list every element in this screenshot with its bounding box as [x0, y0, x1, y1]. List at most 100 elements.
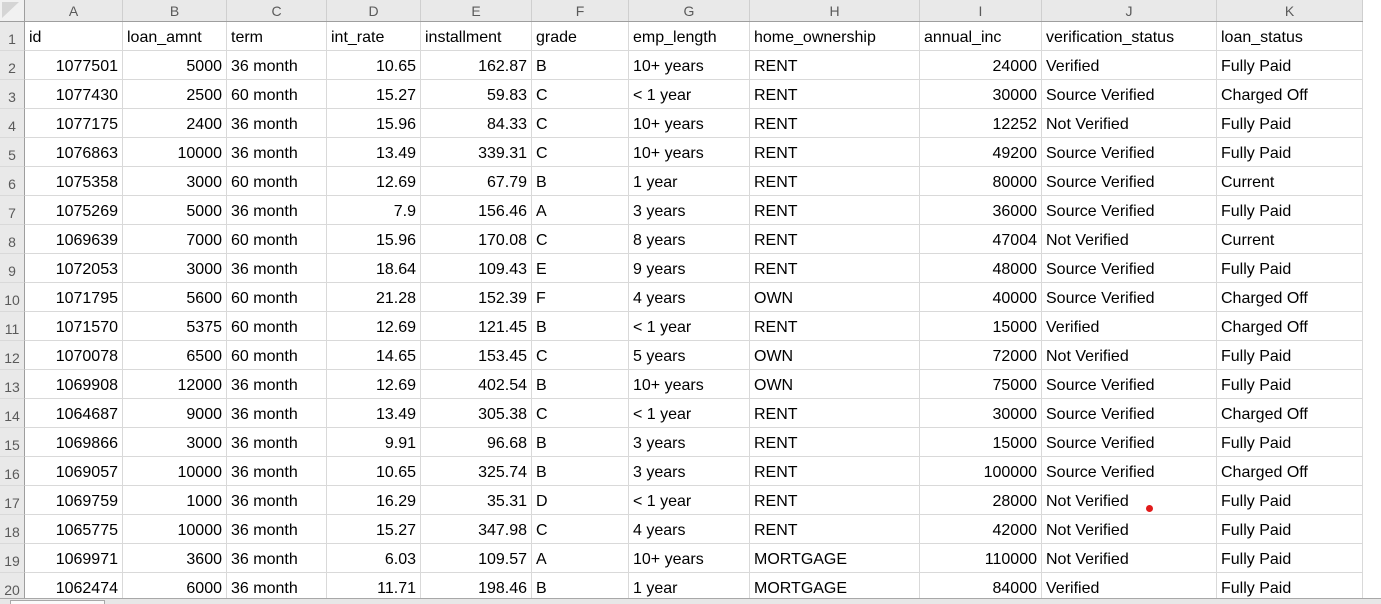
cell-J10[interactable]: Source Verified: [1042, 283, 1217, 312]
cell-D15[interactable]: 9.91: [327, 428, 421, 457]
cell-F1[interactable]: grade: [532, 22, 629, 51]
cell-E11[interactable]: 121.45: [421, 312, 532, 341]
cell-C14[interactable]: 36 month: [227, 399, 327, 428]
cell-I20[interactable]: 84000: [920, 573, 1042, 602]
cell-H11[interactable]: RENT: [750, 312, 920, 341]
cell-F6[interactable]: B: [532, 167, 629, 196]
cell-E9[interactable]: 109.43: [421, 254, 532, 283]
cell-F17[interactable]: D: [532, 486, 629, 515]
cell-G16[interactable]: 3 years: [629, 457, 750, 486]
cell-G3[interactable]: < 1 year: [629, 80, 750, 109]
cell-A8[interactable]: 1069639: [25, 225, 123, 254]
cell-F8[interactable]: C: [532, 225, 629, 254]
cell-E6[interactable]: 67.79: [421, 167, 532, 196]
row-header-12[interactable]: 12: [0, 341, 25, 370]
cell-I11[interactable]: 15000: [920, 312, 1042, 341]
column-header-J[interactable]: J: [1042, 0, 1217, 21]
cell-J4[interactable]: Not Verified: [1042, 109, 1217, 138]
cell-H4[interactable]: RENT: [750, 109, 920, 138]
cell-C6[interactable]: 60 month: [227, 167, 327, 196]
cell-B16[interactable]: 10000: [123, 457, 227, 486]
cell-F12[interactable]: C: [532, 341, 629, 370]
cell-I16[interactable]: 100000: [920, 457, 1042, 486]
row-header-5[interactable]: 5: [0, 138, 25, 167]
cell-G8[interactable]: 8 years: [629, 225, 750, 254]
row-header-15[interactable]: 15: [0, 428, 25, 457]
cell-J6[interactable]: Source Verified: [1042, 167, 1217, 196]
cell-G1[interactable]: emp_length: [629, 22, 750, 51]
cell-J14[interactable]: Source Verified: [1042, 399, 1217, 428]
cell-A7[interactable]: 1075269: [25, 196, 123, 225]
row-header-4[interactable]: 4: [0, 109, 25, 138]
cell-J11[interactable]: Verified: [1042, 312, 1217, 341]
column-header-A[interactable]: A: [25, 0, 123, 21]
row-header-11[interactable]: 11: [0, 312, 25, 341]
cell-E8[interactable]: 170.08: [421, 225, 532, 254]
cell-F15[interactable]: B: [532, 428, 629, 457]
cell-I4[interactable]: 12252: [920, 109, 1042, 138]
column-header-D[interactable]: D: [327, 0, 421, 21]
cell-K4[interactable]: Fully Paid: [1217, 109, 1363, 138]
cell-B17[interactable]: 1000: [123, 486, 227, 515]
cell-B13[interactable]: 12000: [123, 370, 227, 399]
cell-H5[interactable]: RENT: [750, 138, 920, 167]
cell-D3[interactable]: 15.27: [327, 80, 421, 109]
cell-C19[interactable]: 36 month: [227, 544, 327, 573]
cell-A15[interactable]: 1069866: [25, 428, 123, 457]
cell-I13[interactable]: 75000: [920, 370, 1042, 399]
cell-I5[interactable]: 49200: [920, 138, 1042, 167]
cell-J18[interactable]: Not Verified: [1042, 515, 1217, 544]
cell-A20[interactable]: 1062474: [25, 573, 123, 602]
cell-C15[interactable]: 36 month: [227, 428, 327, 457]
cell-J15[interactable]: Source Verified: [1042, 428, 1217, 457]
cell-J1[interactable]: verification_status: [1042, 22, 1217, 51]
cell-I19[interactable]: 110000: [920, 544, 1042, 573]
cell-I8[interactable]: 47004: [920, 225, 1042, 254]
cell-B14[interactable]: 9000: [123, 399, 227, 428]
cell-D2[interactable]: 10.65: [327, 51, 421, 80]
cell-B9[interactable]: 3000: [123, 254, 227, 283]
cell-D18[interactable]: 15.27: [327, 515, 421, 544]
cell-K19[interactable]: Fully Paid: [1217, 544, 1363, 573]
row-header-9[interactable]: 9: [0, 254, 25, 283]
cell-H17[interactable]: RENT: [750, 486, 920, 515]
cell-I2[interactable]: 24000: [920, 51, 1042, 80]
cell-C12[interactable]: 60 month: [227, 341, 327, 370]
cell-A12[interactable]: 1070078: [25, 341, 123, 370]
cell-I14[interactable]: 30000: [920, 399, 1042, 428]
cell-H13[interactable]: OWN: [750, 370, 920, 399]
cell-C4[interactable]: 36 month: [227, 109, 327, 138]
cell-F3[interactable]: C: [532, 80, 629, 109]
cell-H7[interactable]: RENT: [750, 196, 920, 225]
cell-G12[interactable]: 5 years: [629, 341, 750, 370]
cell-D12[interactable]: 14.65: [327, 341, 421, 370]
cell-G14[interactable]: < 1 year: [629, 399, 750, 428]
cell-J7[interactable]: Source Verified: [1042, 196, 1217, 225]
cell-H2[interactable]: RENT: [750, 51, 920, 80]
cell-J17[interactable]: Not Verified: [1042, 486, 1217, 515]
row-header-7[interactable]: 7: [0, 196, 25, 225]
cell-D10[interactable]: 21.28: [327, 283, 421, 312]
cell-D6[interactable]: 12.69: [327, 167, 421, 196]
cell-E4[interactable]: 84.33: [421, 109, 532, 138]
cell-C13[interactable]: 36 month: [227, 370, 327, 399]
cell-D13[interactable]: 12.69: [327, 370, 421, 399]
cell-A6[interactable]: 1075358: [25, 167, 123, 196]
cell-A14[interactable]: 1064687: [25, 399, 123, 428]
cell-G7[interactable]: 3 years: [629, 196, 750, 225]
cell-E5[interactable]: 339.31: [421, 138, 532, 167]
cell-J16[interactable]: Source Verified: [1042, 457, 1217, 486]
cell-H18[interactable]: RENT: [750, 515, 920, 544]
cell-H10[interactable]: OWN: [750, 283, 920, 312]
cell-B6[interactable]: 3000: [123, 167, 227, 196]
cell-H3[interactable]: RENT: [750, 80, 920, 109]
cell-G6[interactable]: 1 year: [629, 167, 750, 196]
cell-A17[interactable]: 1069759: [25, 486, 123, 515]
cell-B15[interactable]: 3000: [123, 428, 227, 457]
cell-J2[interactable]: Verified: [1042, 51, 1217, 80]
cell-G20[interactable]: 1 year: [629, 573, 750, 602]
row-header-16[interactable]: 16: [0, 457, 25, 486]
cell-G13[interactable]: 10+ years: [629, 370, 750, 399]
cell-D14[interactable]: 13.49: [327, 399, 421, 428]
cell-E2[interactable]: 162.87: [421, 51, 532, 80]
